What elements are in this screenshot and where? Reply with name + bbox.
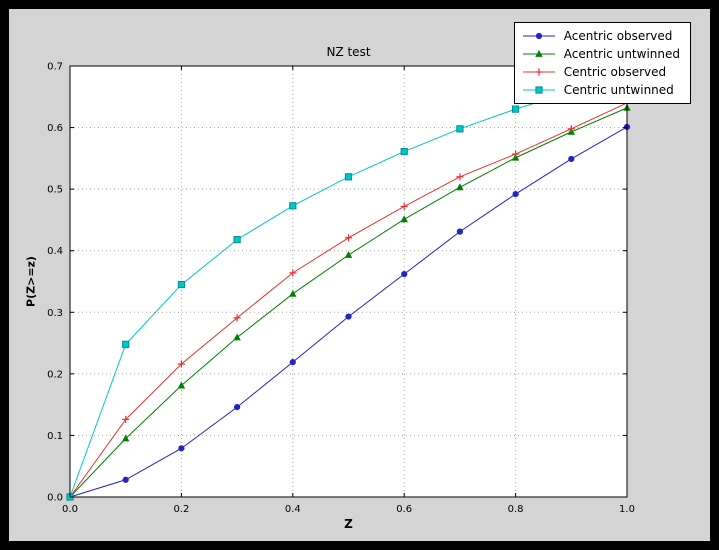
data-marker-circle: [512, 190, 519, 198]
x-tick-label: 0.4: [285, 504, 301, 515]
data-marker-triangle: [122, 434, 130, 442]
data-marker-circle: [568, 155, 575, 163]
legend-item: Centric untwinned: [521, 82, 680, 98]
data-marker-square: [177, 280, 186, 289]
x-tick-label: 0.6: [396, 504, 412, 515]
legend-label: Centric untwinned: [563, 83, 674, 97]
x-tick-label: 0.8: [508, 504, 524, 515]
y-tick-label: 0.2: [47, 369, 63, 380]
data-marker-square: [344, 173, 353, 181]
data-marker-square: [289, 202, 297, 210]
y-axis-label: P(Z>=z): [24, 256, 38, 307]
x-axis-label: Z: [344, 517, 353, 531]
y-tick-label: 0.0: [47, 493, 63, 504]
y-tick-label: 0.5: [47, 185, 63, 196]
x-tick-label: 1.0: [619, 504, 635, 515]
y-tick-label: 0.7: [47, 62, 63, 73]
data-marker-square: [233, 236, 241, 244]
data-marker-triangle: [177, 381, 186, 389]
data-marker-circle: [289, 359, 296, 366]
data-marker-circle: [535, 32, 542, 40]
data-marker-triangle: [233, 333, 241, 341]
legend-sample-square: [522, 86, 555, 94]
legend-item: Acentric untwinned: [521, 46, 680, 62]
data-marker-triangle: [400, 215, 408, 223]
data-marker-circle: [401, 271, 408, 278]
figure-canvas: 0.0 0.2 0.4 0.6 0.8 1.0 0.0 0.1 0.2 0.3 0.4 0.5 0.6 0…: [9, 9, 710, 541]
y-tick-label: 0.4: [47, 246, 63, 257]
legend: Acentric observed Acentric untwinned Centr…: [513, 22, 691, 104]
data-marker-square: [512, 105, 520, 113]
legend-item: Centric observed: [521, 64, 680, 80]
data-marker-circle: [456, 228, 463, 235]
plot-area: [70, 66, 627, 497]
legend-sample-plus: [522, 68, 555, 76]
legend-sample-circle: [522, 32, 555, 40]
data-marker-circle: [122, 476, 129, 483]
legend-label: Acentric observed: [563, 29, 673, 43]
data-marker-triangle: [289, 289, 297, 297]
data-marker-circle: [234, 404, 241, 411]
legend-item: Acentric observed: [521, 28, 680, 44]
chart-title: NZ test: [326, 45, 371, 59]
y-tick-label: 0.6: [47, 123, 63, 134]
axes-frame: [69, 65, 628, 498]
data-marker-square: [122, 340, 130, 348]
y-tick-label: 0.3: [47, 308, 63, 319]
data-marker-triangle: [535, 50, 543, 57]
data-marker-triangle: [456, 183, 464, 191]
data-marker-triangle: [344, 251, 353, 258]
x-tick-label: 0.0: [62, 504, 78, 515]
x-tick-label: 0.2: [173, 504, 189, 515]
legend-sample-triangle: [522, 50, 555, 57]
axes-plot: 0.0 0.2 0.4 0.6 0.8 1.0 0.0 0.1 0.2 0.3 0.4 0.5 0.6 0…: [47, 62, 635, 516]
legend-label: Acentric untwinned: [563, 47, 680, 61]
legend-label: Centric observed: [563, 65, 667, 79]
data-marker-square: [400, 147, 408, 156]
data-marker-square: [535, 86, 543, 94]
data-marker-square: [456, 125, 464, 133]
y-tick-label: 0.1: [47, 431, 63, 442]
data-marker-circle: [345, 313, 352, 320]
data-marker-circle: [178, 445, 185, 452]
